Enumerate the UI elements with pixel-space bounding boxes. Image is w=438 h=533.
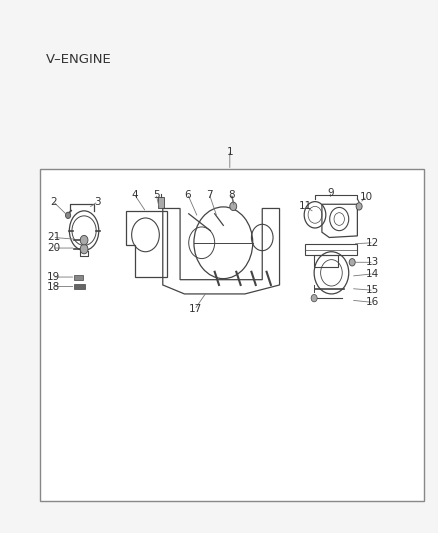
Text: 20: 20	[47, 243, 60, 253]
Text: 3: 3	[94, 197, 100, 207]
Bar	[74, 276, 83, 280]
Text: 18: 18	[47, 281, 60, 292]
Text: 10: 10	[360, 192, 373, 202]
Text: 4: 4	[131, 190, 138, 200]
Text: 9: 9	[327, 188, 334, 198]
Text: V–ENGINE: V–ENGINE	[46, 53, 112, 66]
Text: 11: 11	[299, 201, 312, 212]
Text: 19: 19	[47, 272, 60, 282]
Circle shape	[66, 212, 71, 219]
Text: 15: 15	[366, 285, 379, 295]
Text: 7: 7	[206, 190, 213, 200]
Text: 1: 1	[226, 147, 233, 157]
Text: 16: 16	[366, 297, 379, 308]
Circle shape	[80, 244, 88, 254]
Circle shape	[311, 294, 317, 302]
Bar	[39, 169, 424, 501]
Bar	[74, 284, 85, 289]
Circle shape	[356, 203, 362, 210]
Circle shape	[80, 236, 88, 245]
Text: 21: 21	[47, 232, 60, 243]
Text: 12: 12	[366, 238, 379, 248]
Text: 5: 5	[153, 190, 159, 200]
Text: 6: 6	[184, 190, 191, 200]
Circle shape	[230, 202, 237, 211]
Circle shape	[349, 259, 355, 266]
Text: 17: 17	[189, 304, 202, 314]
Text: 2: 2	[50, 197, 57, 207]
Text: 13: 13	[366, 257, 379, 267]
Bar	[158, 197, 164, 208]
Text: 8: 8	[228, 190, 234, 200]
Text: 14: 14	[366, 269, 379, 279]
Bar	[314, 255, 338, 266]
